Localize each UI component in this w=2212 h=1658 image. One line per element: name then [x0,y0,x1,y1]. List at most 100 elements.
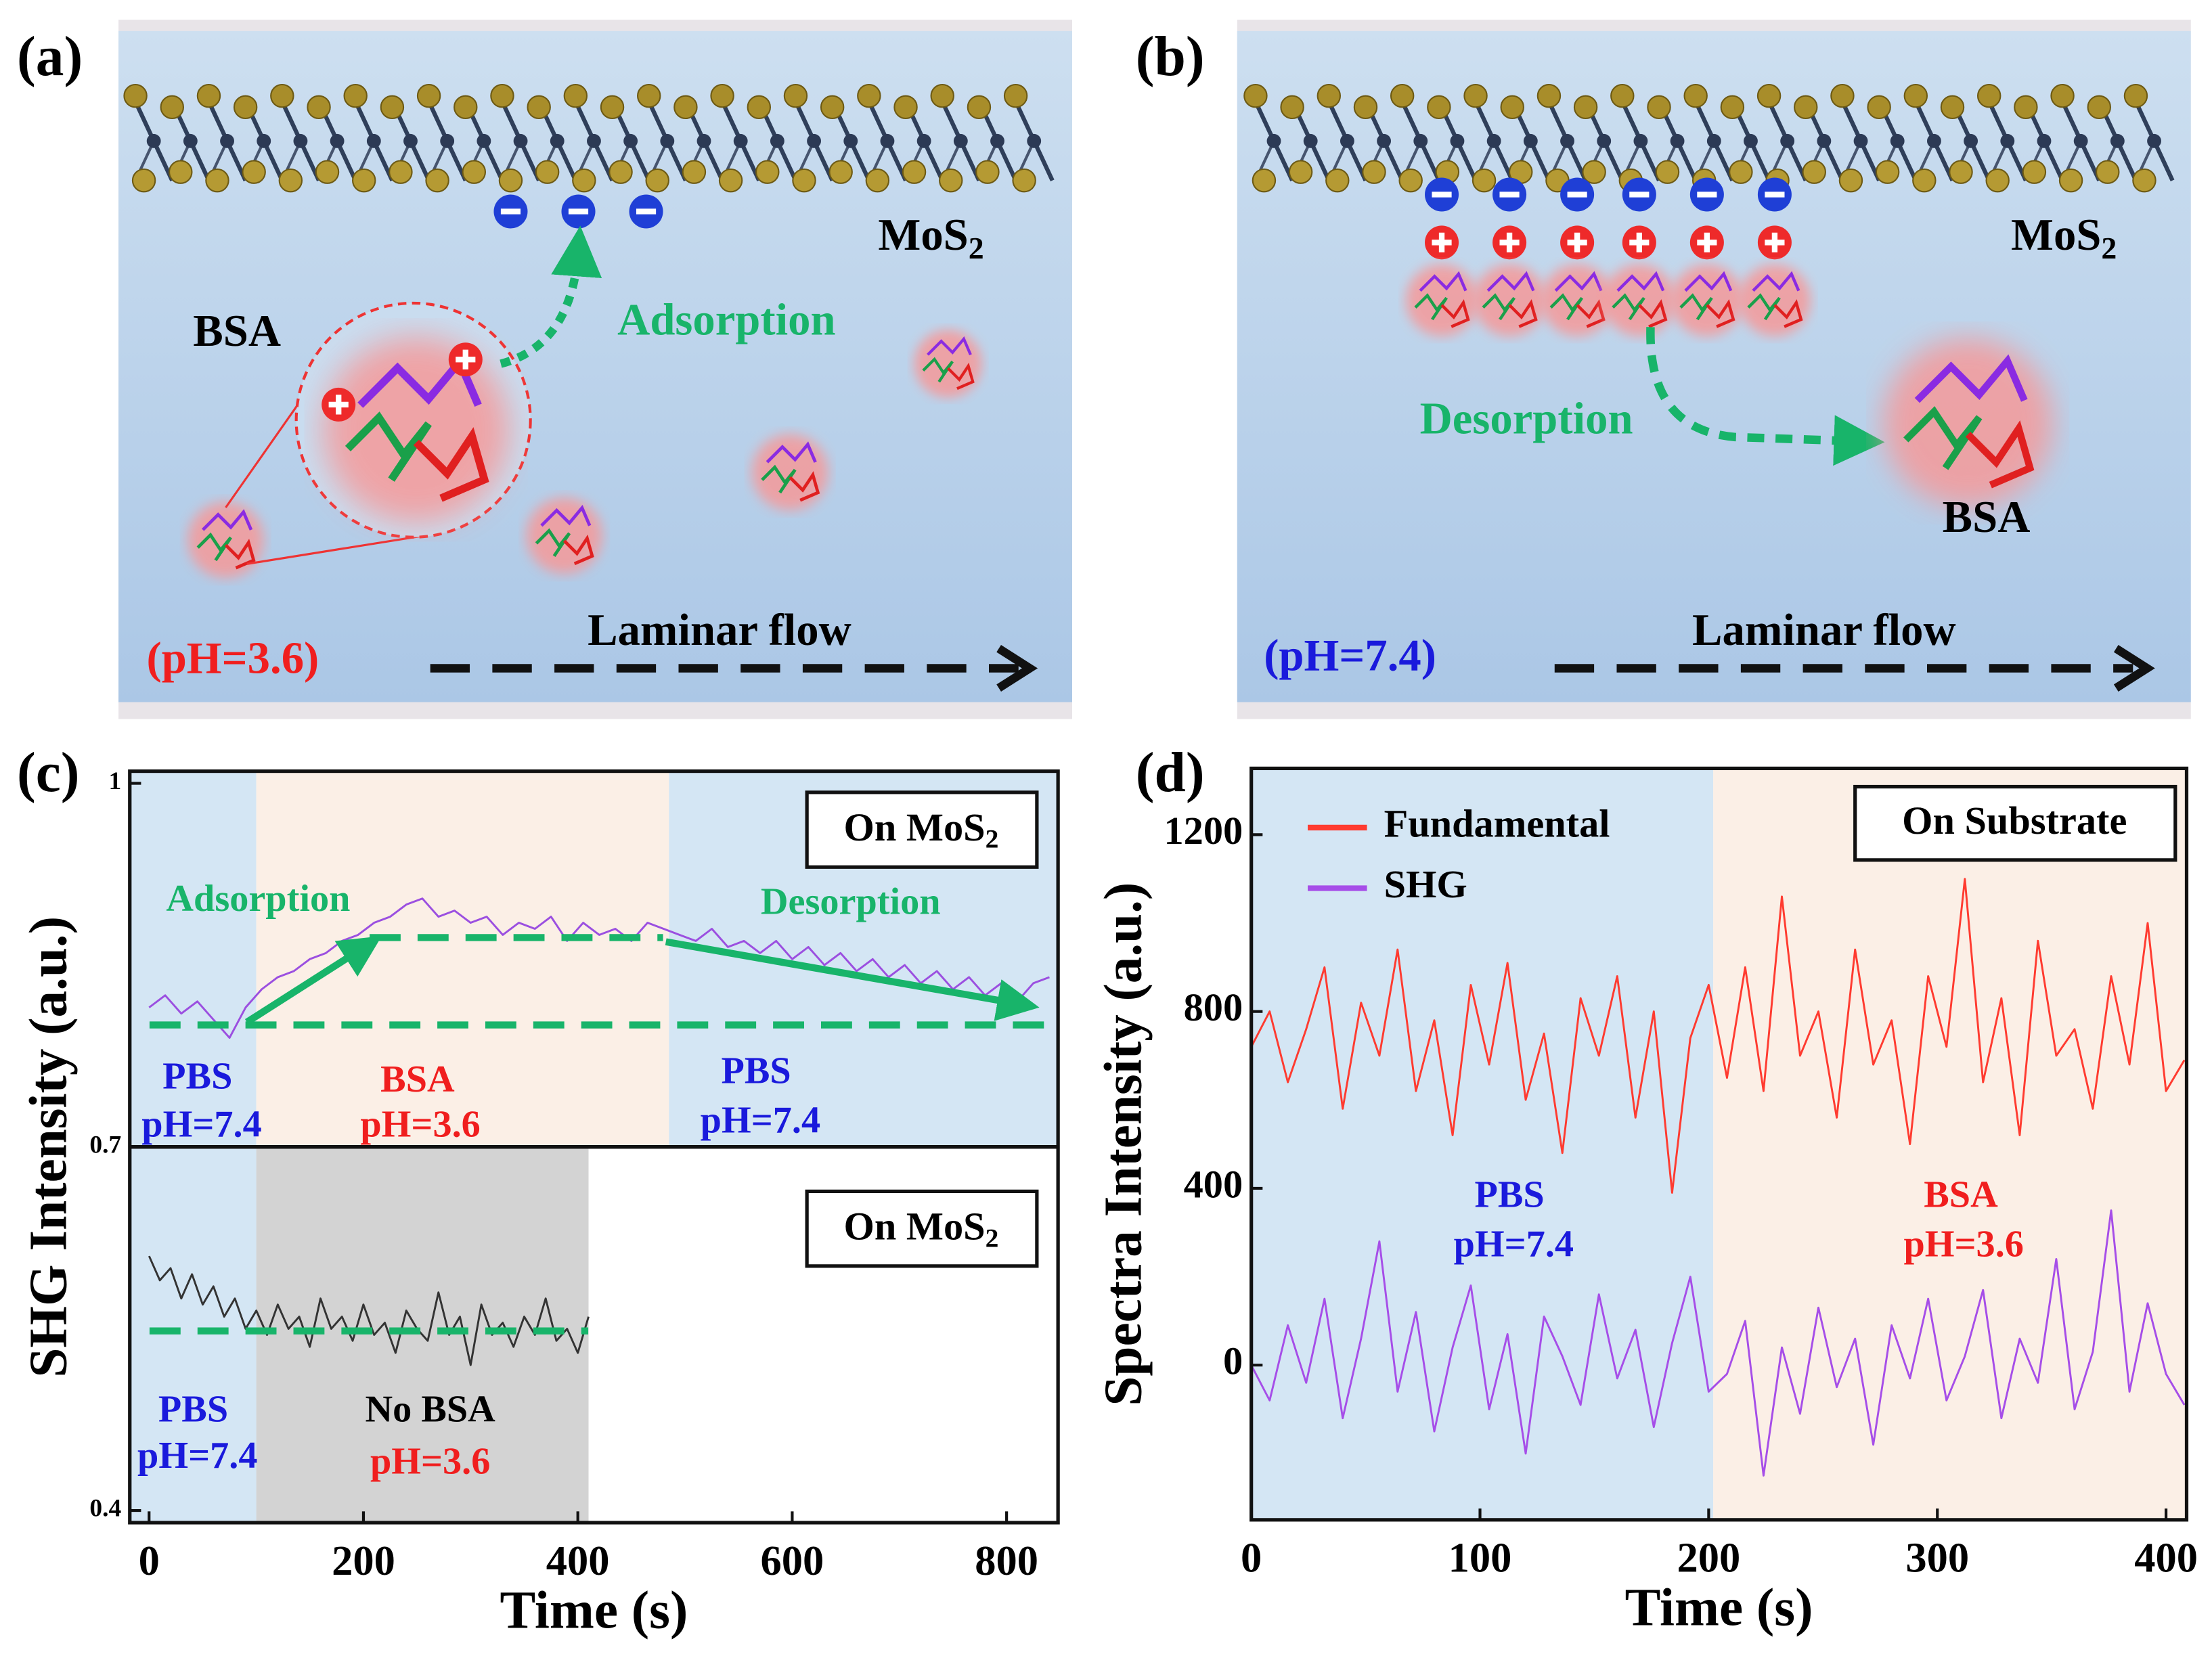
bond [426,100,449,142]
bond [1914,100,1937,142]
mo-atom [1523,133,1538,148]
s-atom [1398,168,1423,193]
s-atom [865,168,890,193]
bond [335,140,358,181]
s-atom [1243,83,1268,108]
charge-sign [1499,192,1520,198]
material-label: MoS2 [878,210,983,265]
subscript: 2 [969,230,984,265]
panel-label: (a) [17,26,83,88]
s-atom [123,83,148,108]
bond [1455,140,1478,181]
s-atom [1317,83,1342,108]
s-atom [2132,168,2156,193]
negative-charge [1492,177,1527,212]
s-atom [1867,95,1891,120]
s-atom [682,160,707,184]
s-atom [1353,95,1378,120]
note: pH=7.4 [701,1099,820,1141]
note: pH=7.4 [1454,1224,1574,1265]
s-atom [1472,168,1497,193]
subscript: 2 [986,824,999,854]
s-atom [893,95,918,120]
s-atom [1582,160,1606,184]
x-tick-label: 100 [1448,1534,1512,1582]
s-atom [389,160,413,184]
x-tick-label: 400 [546,1537,610,1584]
process-label: Adsorption [617,295,835,344]
mo-atom [183,133,198,148]
mo-atom [513,133,528,148]
s-atom [673,95,698,120]
region [1713,768,2187,1520]
mo-atom [916,133,931,148]
y-tick-label: 0 [1223,1339,1243,1383]
y-tick-label: 1 [108,767,121,795]
bond [261,140,284,181]
y-tick-label: 800 [1184,985,1243,1029]
s-atom [1288,160,1313,184]
negative-charge [1560,177,1595,212]
s-atom [498,168,523,193]
x-tick-label: 0 [1241,1534,1262,1582]
positive-charge [1425,225,1459,260]
positive-charge [1560,225,1595,260]
protein [752,434,828,511]
note: Desorption [761,880,941,922]
s-atom [563,83,588,108]
bond [1327,100,1350,142]
mo-atom [696,133,711,148]
protein [1739,265,1811,336]
bond [2115,140,2138,181]
bond [2133,100,2156,142]
bond [1767,100,1790,142]
mo-atom [2037,133,2052,148]
positive-charge [448,342,483,377]
s-atom [1573,95,1598,120]
bond [995,140,1018,181]
s-atom [820,95,845,120]
mo-atom [1450,133,1465,148]
mo-atom [1670,133,1685,148]
note: pH=3.6 [370,1440,490,1482]
s-atom [1756,83,1782,108]
positive-charge [1492,225,1527,260]
bond [867,100,889,142]
s-atom [1252,168,1277,193]
ph-label: (pH=7.4) [1264,631,1436,680]
note: PBS [158,1388,228,1430]
s-atom [572,168,596,193]
mo-atom [2147,133,2161,148]
mo-atom [1303,133,1318,148]
bond [555,140,578,181]
s-atom [2022,160,2047,184]
mo-atom [366,133,381,148]
bond [1547,100,1570,142]
condition-labels: PBS pH=7.4 BSA pH=3.6 [1454,1174,2024,1265]
s-atom [1903,83,1928,108]
process-label: Desorption [1420,394,1633,443]
y-tick-label: 400 [1184,1162,1243,1206]
s-atom [718,168,743,193]
flow-label: Laminar flow [1692,606,1956,655]
note-box-text: On MoS2 [844,1205,999,1253]
s-atom [1940,95,1965,120]
s-atom [454,95,478,120]
protein-large [1883,338,2052,508]
bond [2060,100,2083,142]
charge-sign [1765,192,1785,198]
data-line [148,1255,590,1366]
note: BSA [380,1058,455,1100]
bond [2042,140,2064,181]
s-atom [205,168,229,193]
mo-atom [293,133,308,148]
mo-atom [1340,133,1354,148]
bond [1381,140,1404,181]
s-atom [1280,95,1304,120]
mo-atom [2000,133,2015,148]
material-label: MoS2 [2011,210,2117,265]
mo-atom [257,133,271,148]
mo-atom [733,133,748,148]
s-atom [902,160,927,184]
bond [133,100,156,142]
